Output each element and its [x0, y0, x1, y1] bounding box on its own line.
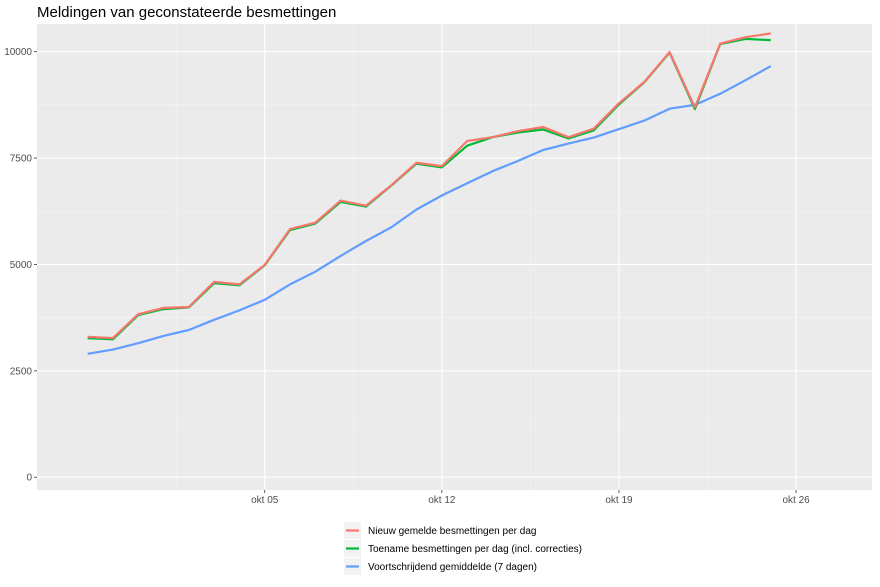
series-line-1: [87, 32, 771, 340]
legend-label: Nieuw gemelde besmettingen per dag: [368, 526, 536, 537]
legend: Nieuw gemelde besmettingen per dag Toenam…: [344, 522, 582, 575]
grid-major: [37, 24, 872, 490]
x-tick-label: okt 26: [782, 495, 810, 506]
y-tick-label: 5000: [10, 260, 33, 271]
legend-label: Voortschrijdend gemiddelde (7 dagen): [368, 562, 537, 573]
plot-panel: [37, 24, 872, 490]
x-tick-label: okt 12: [428, 495, 456, 506]
y-tick-label: 2500: [10, 366, 33, 377]
series-lines: [87, 32, 772, 355]
x-tick-label: okt 19: [605, 495, 633, 506]
x-tick-label: okt 05: [251, 495, 279, 506]
y-tick-label: 7500: [10, 154, 33, 165]
legend-label: Toename besmettingen per dag (incl. corr…: [368, 544, 582, 555]
grid-minor: [37, 24, 872, 490]
series-line-3: [87, 65, 772, 355]
y-tick-label: 0: [26, 473, 32, 484]
axes: 0 2500 5000 7500 10000 okt 05 okt 12 okt 19 okt …: [4, 47, 810, 506]
chart-title: Meldingen van geconstateerde besmettinge…: [37, 4, 336, 21]
y-tick-label: 10000: [4, 47, 32, 58]
